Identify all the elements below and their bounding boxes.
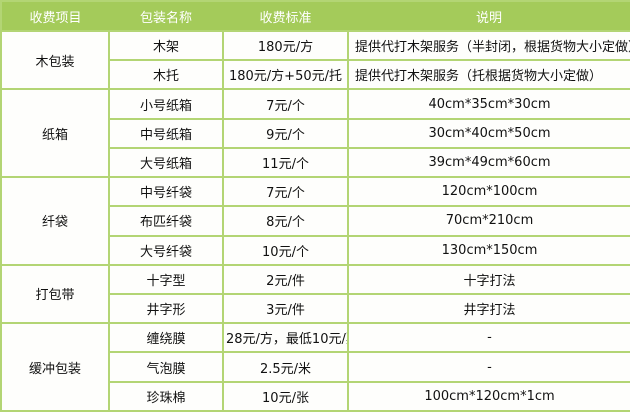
price-cell: 9元/个 (222, 117, 349, 149)
table-row: 大号纤袋 10元/个 130cm*150cm (1, 234, 630, 266)
package-name-cell: 木架 (108, 29, 224, 62)
fee-item-cell: 缓冲包装 (0, 322, 110, 412)
price-cell: 3元/件 (222, 292, 349, 325)
col-header-price-standard: 收费标准 (223, 1, 348, 31)
price-cell: 11元/个 (222, 146, 349, 179)
table-row: 中号纸箱 9元/个 30cm*40cm*50cm (1, 117, 630, 149)
price-cell: 8元/个 (222, 205, 349, 237)
description-cell: 提供代打木架服务（托根据货物大小定做） (347, 59, 630, 91)
package-name-cell: 小号纸箱 (108, 88, 224, 120)
col-header-fee-item: 收费项目 (1, 1, 109, 31)
package-name-cell: 布匹纤袋 (108, 205, 224, 237)
table-row: 井字形 3元/件 井字打法 (1, 292, 630, 325)
description-cell: 100cm*120cm*1cm (347, 380, 630, 412)
description-cell: 30cm*40cm*50cm (347, 117, 630, 149)
price-cell: 10元/个 (222, 234, 349, 266)
description-cell: 井字打法 (347, 292, 630, 325)
fee-item-cell: 纸箱 (0, 88, 110, 179)
price-cell: 7元/个 (222, 176, 349, 208)
package-name-cell: 中号纸箱 (108, 117, 224, 149)
price-cell: 10元/张 (222, 380, 349, 412)
price-cell: 7元/个 (222, 88, 349, 120)
package-name-cell: 珍珠棉 (108, 380, 224, 412)
header-row: 收费项目 包装名称 收费标准 说明 (1, 1, 630, 31)
table-row: 木托 180元/方+50元/托 提供代打木架服务（托根据货物大小定做） (1, 59, 630, 91)
description-cell: 70cm*210cm (347, 205, 630, 237)
description-cell: 130cm*150cm (347, 234, 630, 266)
description-cell: 39cm*49cm*60cm (347, 146, 630, 179)
table-row: 大号纸箱 11元/个 39cm*49cm*60cm (1, 146, 630, 179)
package-name-cell: 大号纸箱 (108, 146, 224, 179)
description-cell: 十字打法 (347, 263, 630, 295)
table-row: 布匹纤袋 8元/个 70cm*210cm (1, 205, 630, 237)
table-row: 纤袋 中号纤袋 7元/个 120cm*100cm (0, 176, 630, 266)
col-header-description: 说明 (348, 1, 630, 31)
price-cell: 180元/方 (222, 29, 349, 62)
fee-item-cell: 打包带 (0, 263, 110, 325)
package-name-cell: 十字型 (108, 263, 224, 295)
description-cell: 40cm*35cm*30cm (347, 88, 630, 120)
package-name-cell: 缠绕膜 (108, 322, 224, 354)
package-name-cell: 大号纤袋 (108, 234, 224, 266)
description-cell: - (347, 322, 630, 354)
package-name-cell: 木托 (108, 59, 224, 91)
price-cell: 2.5元/米 (222, 351, 349, 383)
table-row: 打包带 十字型 2元/件 十字打法 (0, 263, 630, 325)
col-header-package-name: 包装名称 (109, 1, 223, 31)
fee-item-cell: 木包装 (0, 29, 110, 91)
package-name-cell: 气泡膜 (108, 351, 224, 383)
description-cell: 提供代打木架服务（半封闭，根据货物大小定做） (347, 29, 630, 62)
description-cell: 120cm*100cm (347, 176, 630, 208)
package-name-cell: 井字形 (108, 292, 224, 325)
table-row: 珍珠棉 10元/张 100cm*120cm*1cm (1, 380, 630, 412)
price-cell: 2元/件 (222, 263, 349, 295)
table-body: 木包装 木架 180元/方 提供代打木架服务（半封闭，根据货物大小定做） 木托 180元/… (0, 29, 630, 412)
description-cell: - (347, 351, 630, 383)
table-row: 纸箱 小号纸箱 7元/个 40cm*35cm*30cm (0, 88, 630, 179)
price-cell: 180元/方+50元/托 (222, 59, 349, 91)
table-row: 气泡膜 2.5元/米 - (1, 351, 630, 383)
table-row: 木包装 木架 180元/方 提供代打木架服务（半封闭，根据货物大小定做） (0, 29, 630, 91)
price-cell: 28元/方，最低10元/票 (222, 322, 349, 354)
fee-item-cell: 纤袋 (0, 176, 110, 266)
package-name-cell: 中号纤袋 (108, 176, 224, 208)
table-row: 缓冲包装 缠绕膜 28元/方，最低10元/票 - (0, 322, 630, 412)
